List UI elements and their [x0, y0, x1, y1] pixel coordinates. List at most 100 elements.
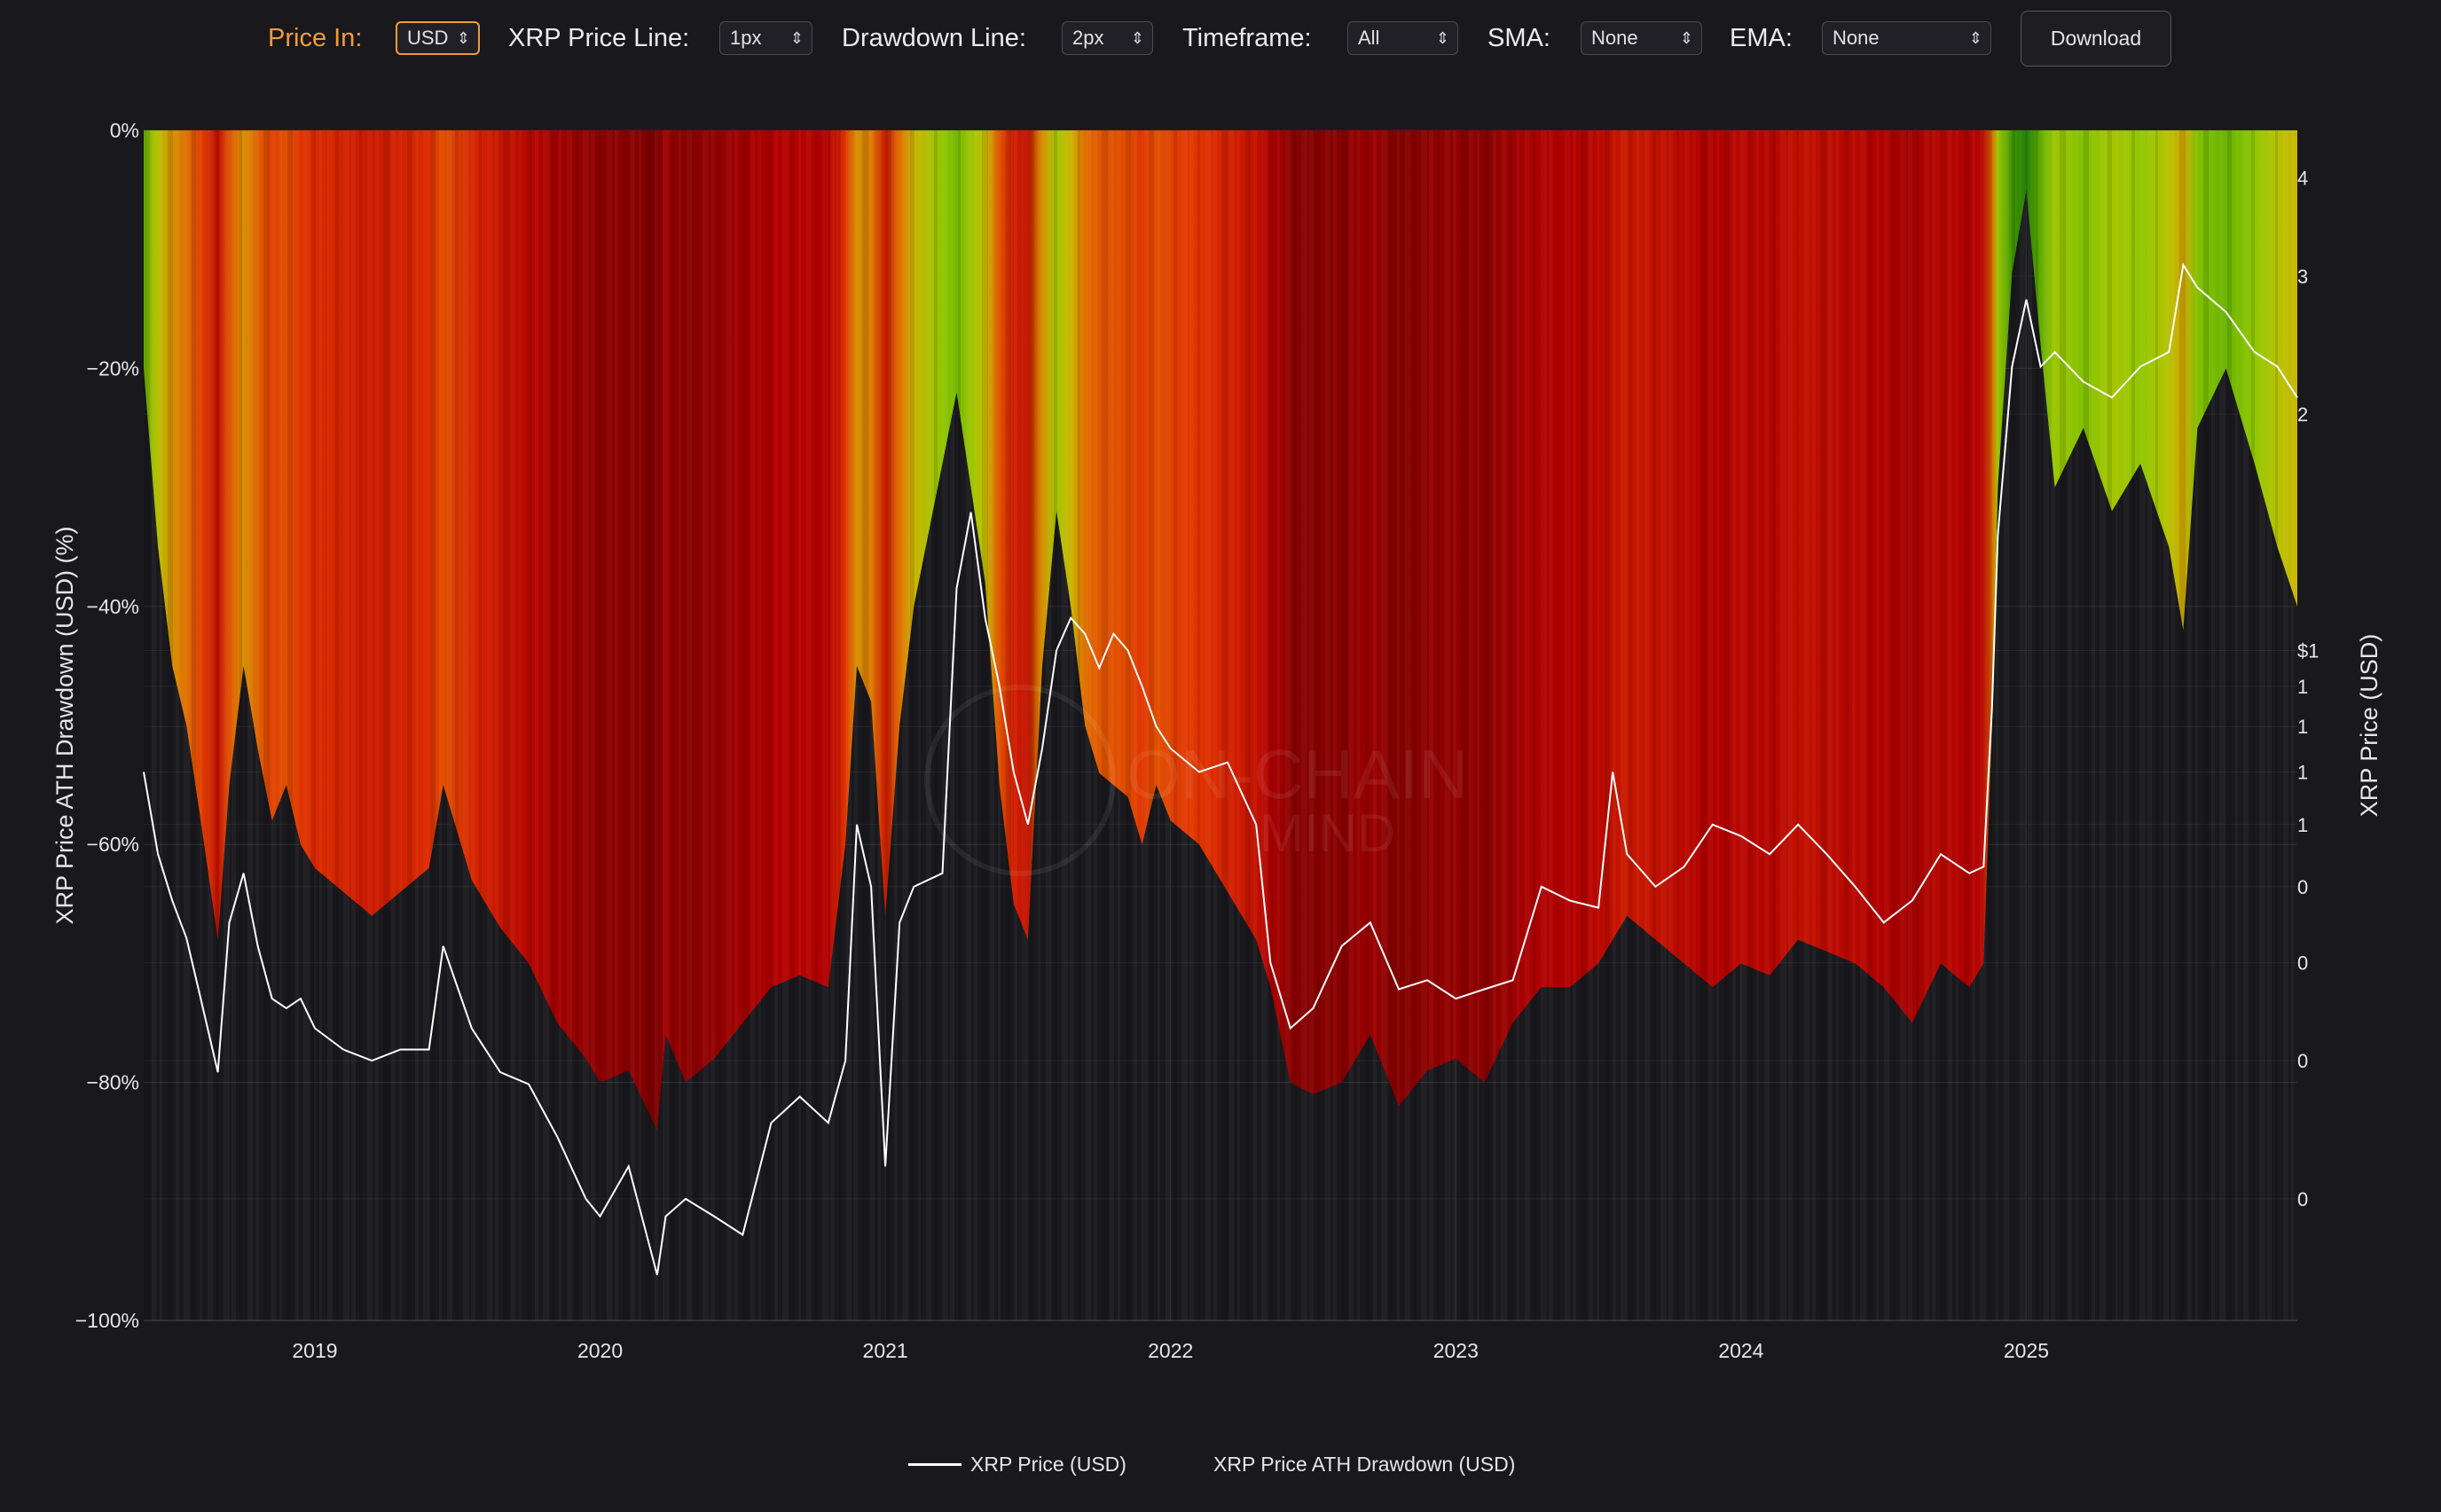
- drawdown-line-label: Drawdown Line:: [842, 24, 1026, 52]
- heat-stripe: [2020, 130, 2026, 1320]
- price-line-label: XRP Price Line:: [508, 24, 690, 52]
- heat-stripe: [742, 130, 749, 1320]
- heat-stripe: [359, 130, 362, 1320]
- heat-stripe: [647, 130, 652, 1320]
- heat-stripe: [2203, 130, 2209, 1320]
- chevron-updown-icon: ⇕: [1435, 29, 1449, 47]
- x-tick-label: 2021: [863, 1339, 908, 1362]
- heat-stripe: [343, 130, 349, 1320]
- drawdown-line-value: 2px: [1072, 27, 1104, 49]
- watermark: ON-CHAIN MIND: [924, 685, 1469, 876]
- heat-stripe: [1533, 130, 1536, 1320]
- heat-stripe: [806, 130, 812, 1320]
- price-in-select[interactable]: USD ⇕: [396, 21, 480, 55]
- watermark-logo-icon: [924, 685, 1116, 876]
- heat-stripe: [2259, 130, 2265, 1320]
- heat-stripe: [1245, 130, 1251, 1320]
- heat-stripe: [455, 130, 459, 1320]
- heat-stripe: [1070, 130, 1074, 1320]
- heat-stripe: [591, 130, 595, 1320]
- heat-stripe: [1253, 130, 1257, 1320]
- legend-drawdown-label[interactable]: XRP Price ATH Drawdown (USD): [1213, 1453, 1516, 1476]
- heat-stripe: [2004, 130, 2009, 1320]
- heat-stripe: [1134, 130, 1137, 1320]
- heat-stripe: [1700, 130, 1707, 1320]
- heat-stripe: [1477, 130, 1480, 1320]
- timeframe-label: Timeframe:: [1182, 24, 1312, 52]
- heat-stripe: [1636, 130, 1639, 1320]
- heat-stripe: [1485, 130, 1490, 1320]
- left-tick-label: −60%: [87, 833, 139, 856]
- heat-stripe: [942, 130, 948, 1320]
- heat-stripe: [1748, 130, 1753, 1320]
- heat-stripe: [1309, 130, 1314, 1320]
- heat-stripe: [1980, 130, 1986, 1320]
- heat-stripe: [1525, 130, 1530, 1320]
- heat-stripe: [774, 130, 778, 1320]
- heat-stripe: [1189, 130, 1194, 1320]
- heat-stripe: [1573, 130, 1576, 1320]
- heat-stripe: [1405, 130, 1410, 1320]
- heat-stripe: [1261, 130, 1268, 1320]
- heat-stripe: [255, 130, 259, 1320]
- ema-select[interactable]: None ⇕: [1822, 21, 1991, 55]
- chart-toolbar: Price In: USD ⇕ XRP Price Line: 1px ⇕ Dr…: [0, 0, 2441, 78]
- legend-price-label[interactable]: XRP Price (USD): [970, 1453, 1126, 1476]
- heat-stripe: [2187, 130, 2192, 1320]
- heat-stripe: [950, 130, 954, 1320]
- left-axis-label: XRP Price ATH Drawdown (USD) (%): [51, 526, 78, 924]
- heat-stripe: [846, 130, 852, 1320]
- price-line: [143, 262, 2298, 1275]
- heat-stripe: [1924, 130, 1929, 1320]
- right-tick-label: 0: [2297, 876, 2308, 898]
- heat-stripe: [208, 130, 213, 1320]
- heat-stripe: [790, 130, 795, 1320]
- heat-stripe: [702, 130, 709, 1320]
- right-tick-label: 0: [2297, 952, 2308, 975]
- heat-stripe: [687, 130, 692, 1320]
- heat-stripe: [1517, 130, 1519, 1320]
- heat-stripe: [958, 130, 961, 1320]
- x-tick-label: 2019: [292, 1339, 337, 1362]
- heat-stripe: [2219, 130, 2225, 1320]
- heat-stripe: [1756, 130, 1759, 1320]
- heat-stripe: [1581, 130, 1587, 1320]
- heat-stripe: [583, 130, 589, 1320]
- right-tick-label: 4: [2297, 168, 2308, 190]
- drawdown-area: [144, 130, 2297, 1131]
- heat-stripe: [1014, 130, 1017, 1320]
- heat-stripe: [782, 130, 789, 1320]
- heat-stripe: [383, 130, 389, 1320]
- heat-stripe: [1852, 130, 1856, 1320]
- heat-stripe: [1876, 130, 1879, 1320]
- heat-stripe: [367, 130, 373, 1320]
- heat-stripe: [1740, 130, 1746, 1320]
- price-line-select[interactable]: 1px ⇕: [719, 21, 812, 55]
- download-button[interactable]: Download: [2021, 11, 2171, 67]
- heat-stripe: [878, 130, 881, 1320]
- heat-stripe: [1365, 130, 1370, 1320]
- heat-stripe: [152, 130, 156, 1320]
- drawdown-line-select[interactable]: 2px ⇕: [1062, 21, 1153, 55]
- heat-stripe: [1940, 130, 1946, 1320]
- heat-stripe: [2100, 130, 2106, 1320]
- sma-select[interactable]: None ⇕: [1581, 21, 1702, 55]
- right-tick-label: 1: [2297, 814, 2308, 836]
- heat-stripe: [1333, 130, 1337, 1320]
- right-tick-label: 3: [2297, 265, 2308, 287]
- heat-stripe: [974, 130, 977, 1320]
- heat-stripe: [1621, 130, 1627, 1320]
- heat-stripe: [160, 130, 162, 1320]
- timeframe-select[interactable]: All ⇕: [1347, 21, 1458, 55]
- heat-stripe: [1908, 130, 1912, 1320]
- heat-stripe: [399, 130, 402, 1320]
- heat-stripes: [144, 130, 2295, 1320]
- heat-stripe: [822, 130, 828, 1320]
- heat-stripe: [1381, 130, 1387, 1320]
- heat-stripe: [391, 130, 396, 1320]
- heat-stripe: [1293, 130, 1297, 1320]
- right-tick-label: 0: [2297, 1050, 2308, 1072]
- heat-stripe: [1509, 130, 1513, 1320]
- heat-stripe: [1828, 130, 1833, 1320]
